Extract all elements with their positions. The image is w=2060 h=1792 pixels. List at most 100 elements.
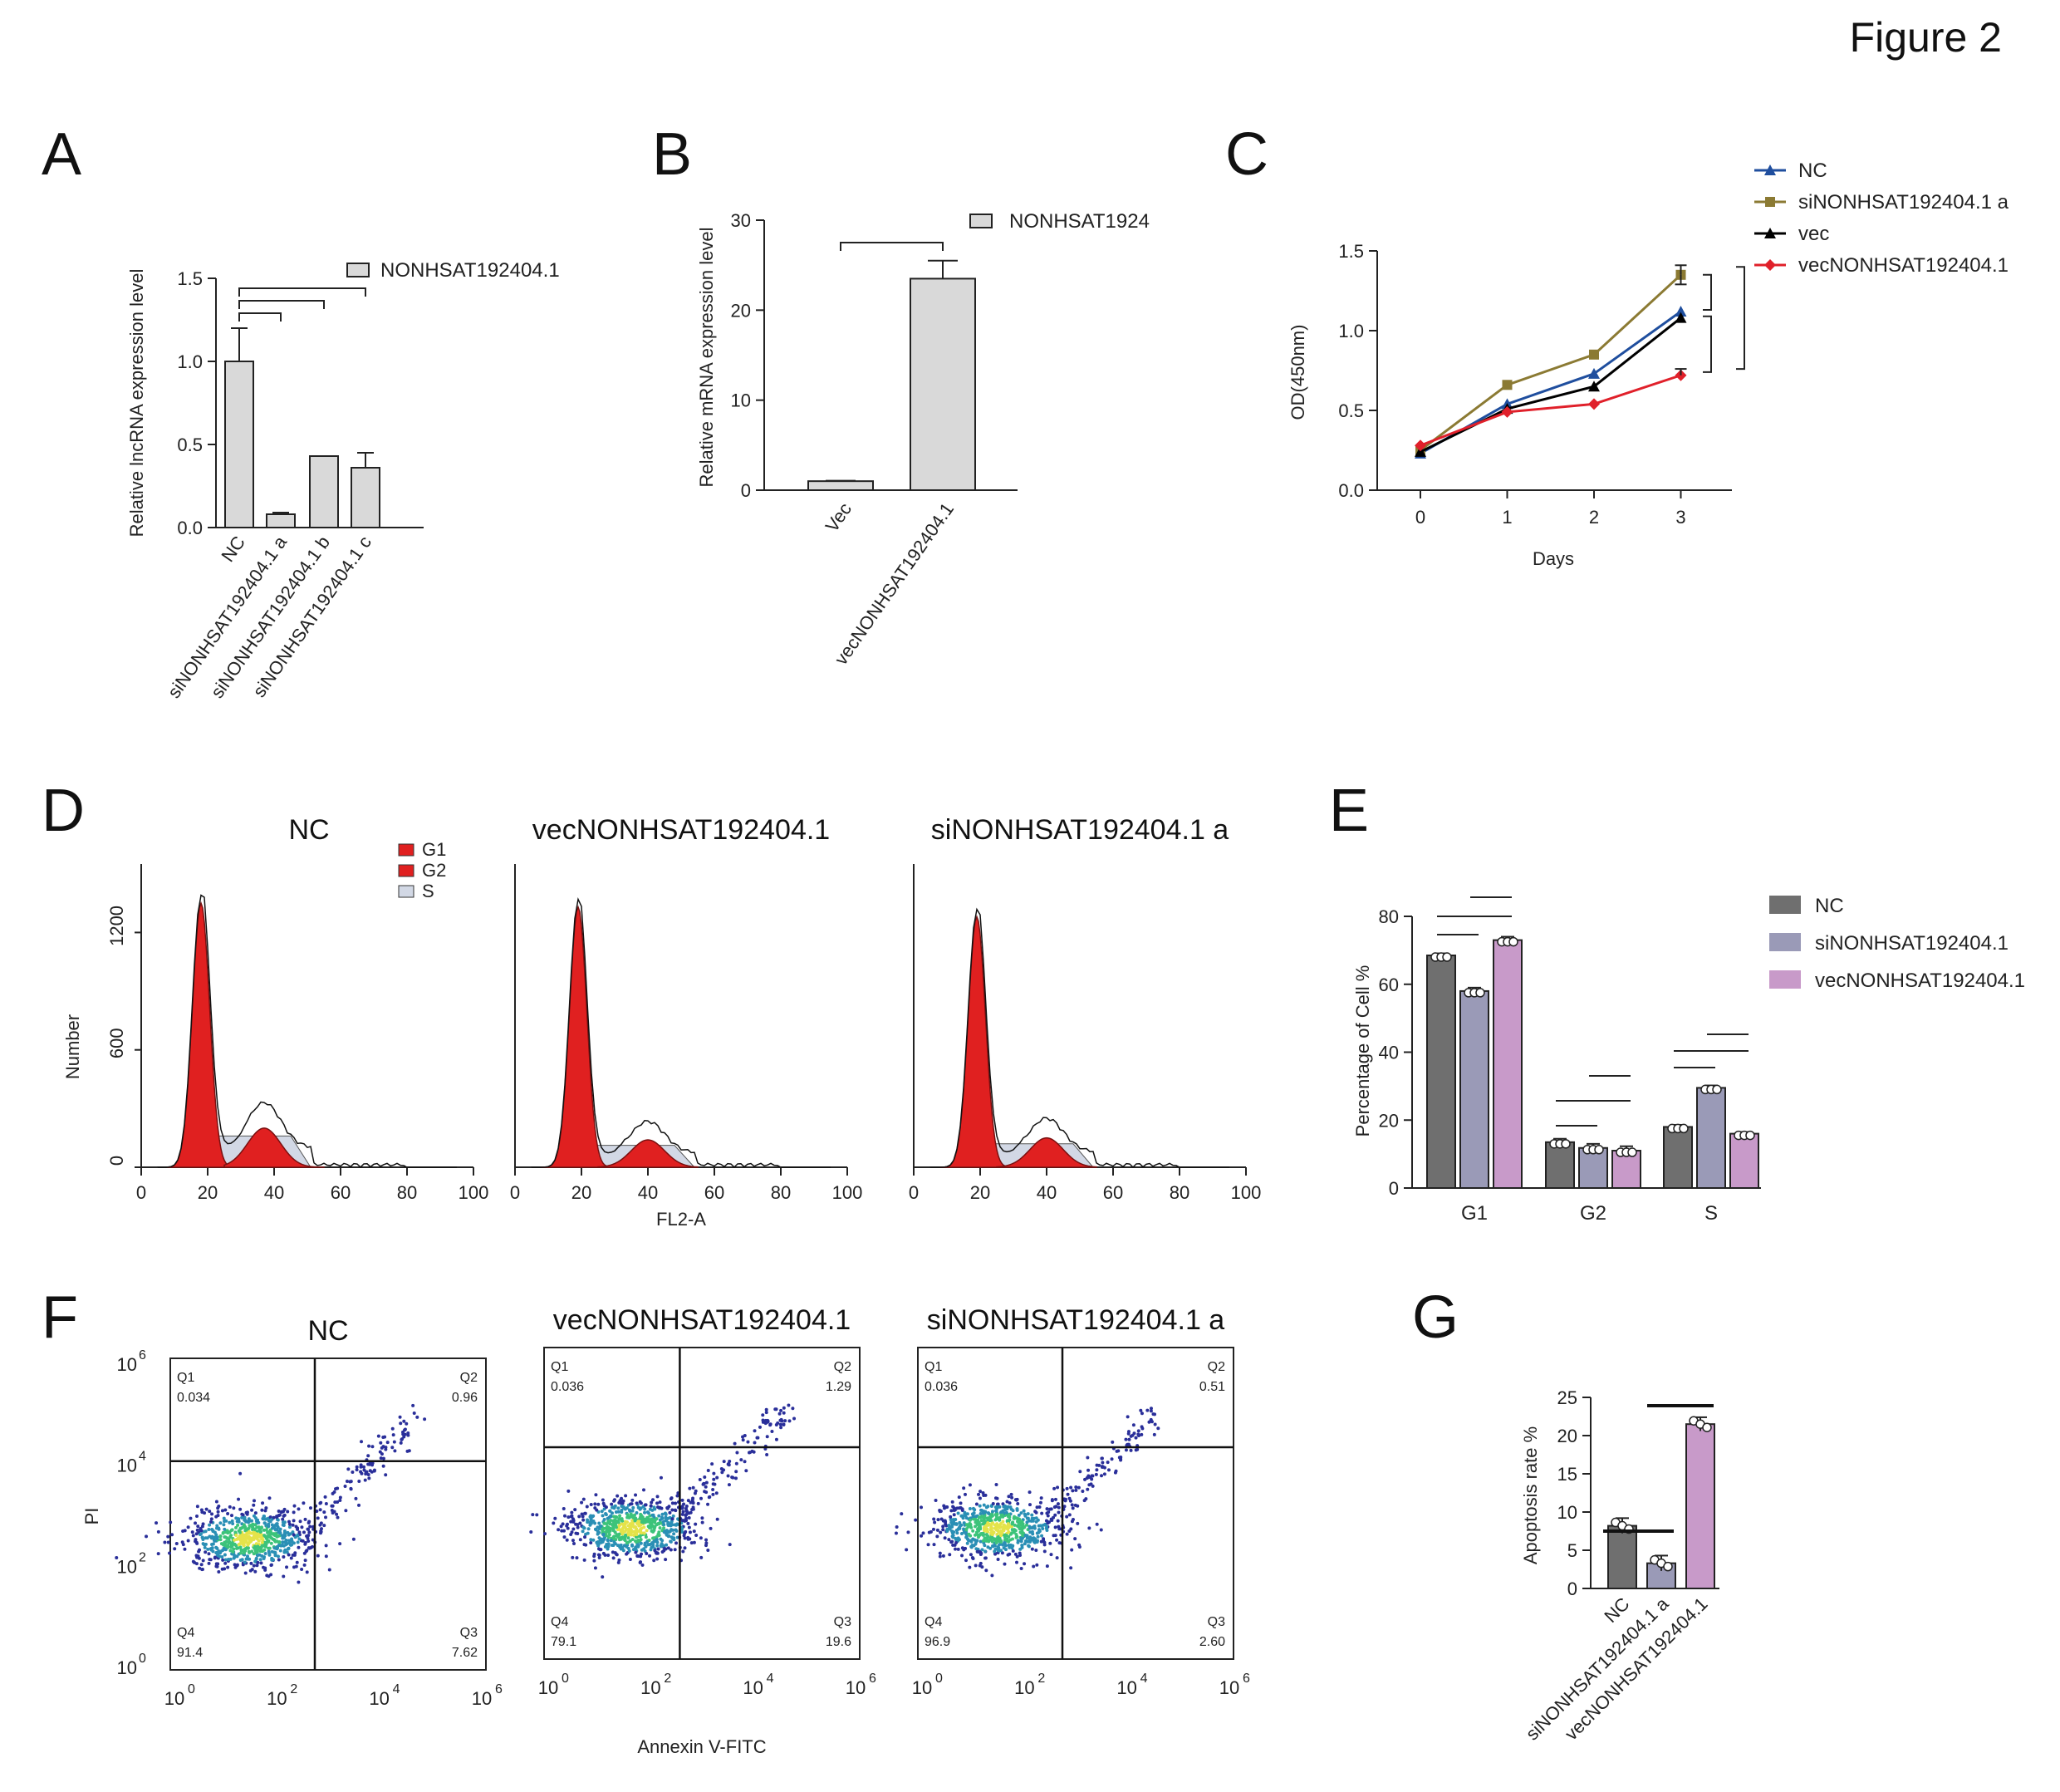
panel-f-event-dot	[366, 1472, 370, 1476]
panel-f-event-dot	[688, 1530, 692, 1534]
panel-f-event-dot	[1069, 1566, 1073, 1570]
panel-f-event-dot	[642, 1525, 646, 1529]
panel-e-category-label: G2	[1580, 1202, 1606, 1225]
panel-f-event-dot	[381, 1456, 385, 1461]
panel-f-event-dot	[197, 1556, 201, 1560]
panel-f-event-dot	[1045, 1524, 1049, 1529]
panel-f-event-dot	[941, 1524, 945, 1529]
panel-f-event-dot	[616, 1534, 620, 1539]
panel-f-event-dot	[250, 1508, 254, 1512]
panel-f-event-dot	[1149, 1409, 1153, 1413]
panel-f-event-dot	[156, 1529, 160, 1534]
panel-f-event-dot	[324, 1554, 328, 1559]
panel-f-event-dot	[1153, 1422, 1157, 1426]
panel-f-event-dot	[996, 1502, 1000, 1506]
panel-f-event-dot	[1056, 1485, 1060, 1490]
panel-f-event-dot	[1034, 1548, 1038, 1552]
panel-f-x-tick-base: 10	[538, 1677, 558, 1698]
panel-f-event-dot	[1066, 1492, 1070, 1496]
panel-f-event-dot	[225, 1536, 229, 1540]
panel-f-event-dot	[960, 1554, 964, 1558]
panel-e-bar	[1459, 989, 1489, 1190]
panel-f-event-dot	[1012, 1529, 1016, 1533]
panel-f-event-dot	[1124, 1448, 1128, 1452]
panel-f-event-dot	[958, 1506, 962, 1510]
panel-f-event-dot	[779, 1426, 783, 1430]
panel-f-event-dot	[263, 1509, 267, 1513]
panel-f-event-dot	[1126, 1431, 1131, 1436]
panel-f-event-dot	[297, 1507, 301, 1511]
panel-f-event-dot	[115, 1555, 119, 1559]
panel-f-event-dot	[255, 1554, 259, 1558]
panel-f-event-dot	[583, 1511, 587, 1515]
panel-f-event-dot	[291, 1553, 295, 1557]
panel-f-event-dot	[294, 1564, 298, 1569]
panel-f-event-dot	[1074, 1488, 1078, 1492]
panel-f-event-dot	[1028, 1530, 1032, 1534]
panel-f-event-dot	[623, 1539, 627, 1543]
panel-f-event-dot	[920, 1505, 924, 1510]
panel-f-event-dot	[574, 1522, 578, 1526]
panel-d-subplot-title: vecNONHSAT192404.1	[532, 814, 830, 846]
panel-f-event-dot	[223, 1527, 227, 1531]
panel-f-event-dot	[692, 1529, 696, 1534]
panel-f-event-dot	[282, 1535, 286, 1539]
panel-f-event-dot	[287, 1546, 291, 1550]
panel-f-event-dot	[208, 1510, 212, 1514]
panel-f-event-dot	[998, 1523, 1002, 1527]
panel-f-event-dot	[1151, 1412, 1155, 1416]
panel-f-event-dot	[569, 1532, 573, 1536]
panel-f-event-dot	[625, 1552, 629, 1556]
panel-f-event-dot	[263, 1551, 267, 1555]
panel-c-y-tick-label: 1.5	[1338, 241, 1364, 262]
panel-b-bar	[910, 277, 976, 491]
panel-f-quadrant-name: Q3	[834, 1615, 851, 1629]
panel-f-event-dot	[601, 1575, 605, 1579]
panel-f-event-dot	[606, 1525, 611, 1529]
panel-f-event-dot	[949, 1520, 954, 1524]
panel-f-event-dot	[905, 1548, 909, 1552]
panel-f-event-dot	[711, 1492, 715, 1496]
panel-f-event-dot	[246, 1520, 250, 1524]
panel-f-event-dot	[601, 1514, 605, 1518]
panel-f-event-dot	[234, 1534, 238, 1538]
panel-f-event-dot	[266, 1534, 270, 1539]
panel-d-x-tick-label: 40	[264, 1182, 284, 1203]
panel-f-event-dot	[581, 1518, 586, 1522]
panel-f-event-dot	[1010, 1537, 1014, 1541]
panel-f-event-dot	[984, 1569, 988, 1573]
panel-f-event-dot	[237, 1518, 241, 1522]
panel-letter-b: B	[652, 121, 692, 188]
panel-f-event-dot	[290, 1543, 294, 1547]
panel-f-event-dot	[281, 1520, 285, 1524]
panel-f-event-dot	[958, 1520, 962, 1524]
panel-f-event-dot	[651, 1536, 655, 1540]
panel-f-quadrant-name: Q4	[177, 1626, 194, 1640]
panel-f-event-dot	[231, 1521, 235, 1525]
panel-f-event-dot	[194, 1554, 199, 1558]
panel-f-x-tick-base: 10	[640, 1677, 660, 1698]
panel-f-event-dot	[1005, 1537, 1009, 1541]
panel-d-x-tick-label: 100	[1231, 1182, 1262, 1203]
panel-f-event-dot	[222, 1523, 226, 1527]
panel-f-event-dot	[1030, 1513, 1034, 1517]
panel-f-event-dot	[1053, 1525, 1057, 1529]
panel-f-event-dot	[591, 1520, 596, 1524]
panel-f-event-dot	[1006, 1522, 1010, 1526]
panel-f-event-dot	[983, 1556, 988, 1560]
panel-f-event-dot	[604, 1513, 608, 1517]
panel-f-event-dot	[576, 1532, 580, 1536]
panel-f-event-dot	[1026, 1516, 1030, 1520]
panel-f-event-dot	[233, 1538, 237, 1542]
panel-a-category-label: NC	[217, 532, 249, 565]
panel-f-event-dot	[985, 1527, 989, 1531]
panel-f-event-dot	[620, 1532, 625, 1536]
panel-f-event-dot	[941, 1528, 945, 1532]
panel-f-event-dot	[213, 1535, 217, 1539]
panel-f-event-dot	[979, 1519, 983, 1523]
panel-f-event-dot	[256, 1560, 260, 1564]
panel-f-event-dot	[223, 1558, 228, 1562]
panel-f-event-dot	[207, 1527, 211, 1531]
panel-f-event-dot	[1047, 1510, 1051, 1515]
panel-f-event-dot	[949, 1515, 953, 1519]
